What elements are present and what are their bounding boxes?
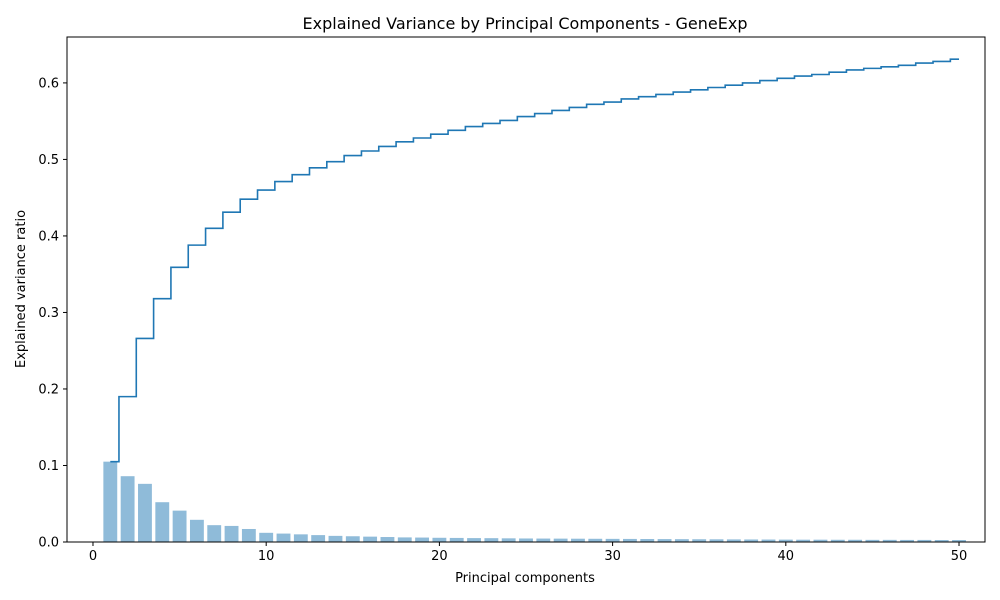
x-tick-label: 20 xyxy=(431,549,448,564)
y-tick-label: 0.5 xyxy=(38,153,59,168)
x-tick-label: 0 xyxy=(89,549,97,564)
bar-pc-41 xyxy=(796,539,811,542)
bar-pc-48 xyxy=(917,539,932,542)
bar-pc-6 xyxy=(189,519,204,542)
step-layer xyxy=(110,58,960,463)
bar-pc-38 xyxy=(744,539,759,542)
y-tick-label: 0.4 xyxy=(38,229,59,244)
bar-pc-24 xyxy=(501,538,516,542)
bar-pc-31 xyxy=(623,538,637,542)
bar-pc-33 xyxy=(657,539,672,542)
bar-pc-26 xyxy=(536,538,551,542)
y-tick-label: 0.3 xyxy=(38,306,59,321)
bar-pc-27 xyxy=(553,538,568,542)
bar-pc-14 xyxy=(328,535,343,542)
bar-pc-20 xyxy=(432,537,447,542)
bar-pc-42 xyxy=(813,539,828,542)
bar-pc-36 xyxy=(709,539,724,542)
bar-pc-4 xyxy=(155,502,170,542)
bar-pc-35 xyxy=(692,539,707,542)
bar-pc-7 xyxy=(207,525,222,542)
plot-area-frame xyxy=(66,36,986,543)
bar-pc-47 xyxy=(900,539,914,542)
bar-pc-25 xyxy=(519,538,533,542)
bar-pc-11 xyxy=(276,533,291,542)
chart-title: Explained Variance by Principal Componen… xyxy=(303,14,748,33)
bars-layer xyxy=(103,461,966,542)
x-tick-label: 50 xyxy=(951,549,968,564)
bar-pc-16 xyxy=(363,536,378,542)
bar-pc-9 xyxy=(241,528,256,542)
bar-pc-29 xyxy=(588,538,603,542)
y-axis-label: Explained variance ratio xyxy=(14,210,29,368)
bar-pc-15 xyxy=(345,536,360,542)
x-tick-label: 10 xyxy=(258,549,275,564)
bar-pc-8 xyxy=(224,525,239,542)
bar-pc-22 xyxy=(467,538,481,542)
bar-pc-28 xyxy=(571,538,585,542)
bar-pc-37 xyxy=(726,539,741,542)
cumulative-variance-step-line xyxy=(110,58,960,463)
bar-pc-1 xyxy=(103,461,118,542)
bar-pc-30 xyxy=(605,538,620,542)
bar-pc-2 xyxy=(120,476,135,542)
bar-pc-49 xyxy=(934,540,949,542)
bar-pc-23 xyxy=(484,538,499,542)
bar-pc-17 xyxy=(380,537,395,542)
y-tick-label: 0.2 xyxy=(38,382,59,397)
bar-pc-44 xyxy=(848,539,863,542)
y-axis: 0.0 0.1 0.2 0.3 0.4 0.5 0.6 xyxy=(38,76,67,551)
y-tick-label: 0.0 xyxy=(38,536,59,551)
bar-pc-3 xyxy=(138,483,152,542)
y-tick-label: 0.6 xyxy=(38,76,59,91)
bar-pc-34 xyxy=(674,539,689,542)
y-tick-label: 0.1 xyxy=(38,459,59,474)
bar-pc-13 xyxy=(311,535,326,542)
bar-pc-39 xyxy=(761,539,776,542)
bar-pc-45 xyxy=(865,539,880,542)
bar-pc-19 xyxy=(415,537,430,542)
bar-pc-5 xyxy=(172,510,187,542)
bar-pc-32 xyxy=(640,539,655,542)
x-axis-label: Principal components xyxy=(455,571,595,586)
bar-pc-50 xyxy=(952,540,966,542)
bar-pc-12 xyxy=(293,534,308,542)
bar-pc-18 xyxy=(397,537,412,542)
bar-pc-46 xyxy=(882,539,897,542)
bar-pc-10 xyxy=(259,532,274,542)
x-axis: 0 10 20 30 40 50 xyxy=(89,542,967,564)
bar-pc-21 xyxy=(449,537,464,542)
x-tick-label: 40 xyxy=(778,549,795,564)
x-tick-label: 30 xyxy=(604,549,621,564)
bar-pc-40 xyxy=(778,539,793,542)
bar-pc-43 xyxy=(830,539,845,542)
